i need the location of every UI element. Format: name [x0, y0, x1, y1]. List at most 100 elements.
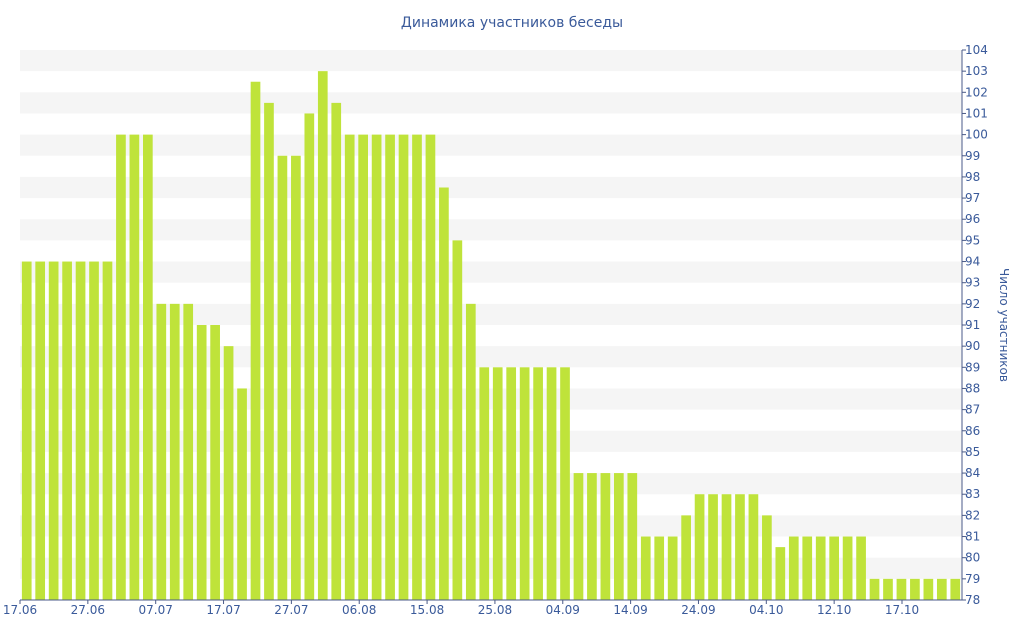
bar [129, 134, 140, 600]
bar [708, 494, 718, 600]
bar [304, 113, 315, 601]
bar [223, 346, 234, 600]
grid-band [20, 134, 962, 156]
chart-title: Динамика участников беседы [401, 15, 623, 31]
bar [344, 134, 355, 600]
bar [75, 261, 86, 600]
bar [183, 303, 194, 600]
bar [35, 261, 46, 600]
bar [169, 303, 180, 600]
y-tick-label: 96 [965, 212, 980, 226]
x-tick-label: 07.07 [139, 603, 173, 617]
x-tick-label: 06.08 [342, 603, 376, 617]
x-tick-label: 04.10 [749, 603, 783, 617]
bar [640, 536, 651, 600]
bar [667, 536, 678, 600]
bar [196, 325, 207, 600]
bar [412, 134, 422, 600]
bar [452, 240, 463, 600]
bar [237, 388, 247, 600]
bar [802, 536, 813, 600]
bar [681, 515, 691, 600]
y-tick-label: 102 [965, 85, 988, 99]
bar [721, 494, 732, 600]
bar [694, 494, 705, 600]
y-tick-label: 99 [965, 149, 980, 163]
bar [465, 303, 476, 600]
y-tick-label: 89 [965, 360, 980, 374]
bar [317, 71, 328, 600]
bar [762, 515, 772, 600]
bar [614, 473, 624, 600]
y-tick-label: 79 [965, 572, 980, 586]
x-tick-label: 25.08 [478, 603, 512, 617]
bar [815, 536, 826, 600]
x-tick-label: 14.09 [613, 603, 647, 617]
bar [439, 187, 449, 600]
x-tick-label: 27.06 [71, 603, 105, 617]
x-tick-label: 15.08 [410, 603, 444, 617]
bar [398, 134, 409, 600]
bar [331, 102, 342, 600]
bar [600, 473, 611, 600]
bar [492, 367, 503, 600]
grid-band [20, 219, 962, 241]
x-tick-label: 17.06 [3, 603, 37, 617]
y-tick-label: 94 [965, 255, 980, 269]
bar [519, 367, 530, 600]
bar [385, 134, 395, 600]
x-tick-label: 17.07 [206, 603, 240, 617]
x-tick-label: 04.09 [546, 603, 580, 617]
bar [291, 155, 301, 600]
x-axis: 17.06 27.06 07.07 17.07 27.07 06.08 15.08 25.08… [3, 599, 962, 617]
bar [250, 81, 261, 601]
y-tick-label: 85 [965, 445, 980, 459]
bar [21, 261, 32, 600]
bars [21, 71, 961, 601]
y-tick-label: 100 [965, 128, 988, 142]
bar [654, 536, 665, 600]
x-tick-label: 24.09 [681, 603, 715, 617]
grid-band [20, 176, 962, 199]
bar [910, 578, 920, 600]
bar [627, 473, 638, 600]
bar [587, 473, 597, 600]
bar [735, 494, 745, 600]
bar [48, 261, 59, 600]
bar [788, 536, 799, 600]
y-axis: 78 79 80 81 82 83 84 85 86 87 88 89 90 91 92 93 94 95 96 97… [961, 43, 988, 607]
bar [156, 303, 167, 600]
y-tick-label: 91 [965, 318, 980, 332]
x-tick-label: 27.07 [274, 603, 308, 617]
y-tick-label: 90 [965, 339, 980, 353]
y-tick-label: 82 [965, 508, 980, 522]
y-tick-label: 78 [965, 593, 980, 607]
y-tick-label: 86 [965, 424, 980, 438]
y-tick-label: 88 [965, 381, 980, 395]
bar [896, 578, 907, 600]
x-tick-label: 12.10 [817, 603, 851, 617]
y-tick-label: 92 [965, 297, 980, 311]
bar [748, 494, 759, 600]
bar [479, 367, 490, 600]
bar [62, 261, 72, 600]
bar [264, 102, 274, 600]
bar [102, 261, 113, 600]
grid-band [20, 261, 962, 283]
bar [546, 367, 557, 600]
bar [89, 261, 99, 600]
bar [883, 578, 893, 600]
bar [358, 134, 368, 600]
y-tick-label: 80 [965, 551, 980, 565]
y-axis-label: Число участников [997, 268, 1011, 382]
bar [936, 578, 947, 600]
bar [425, 134, 436, 600]
bar [277, 155, 288, 600]
bar [210, 325, 220, 600]
bar [856, 536, 866, 600]
bar [533, 367, 543, 600]
bar [923, 578, 934, 600]
bar [560, 367, 570, 600]
bar [573, 473, 584, 600]
